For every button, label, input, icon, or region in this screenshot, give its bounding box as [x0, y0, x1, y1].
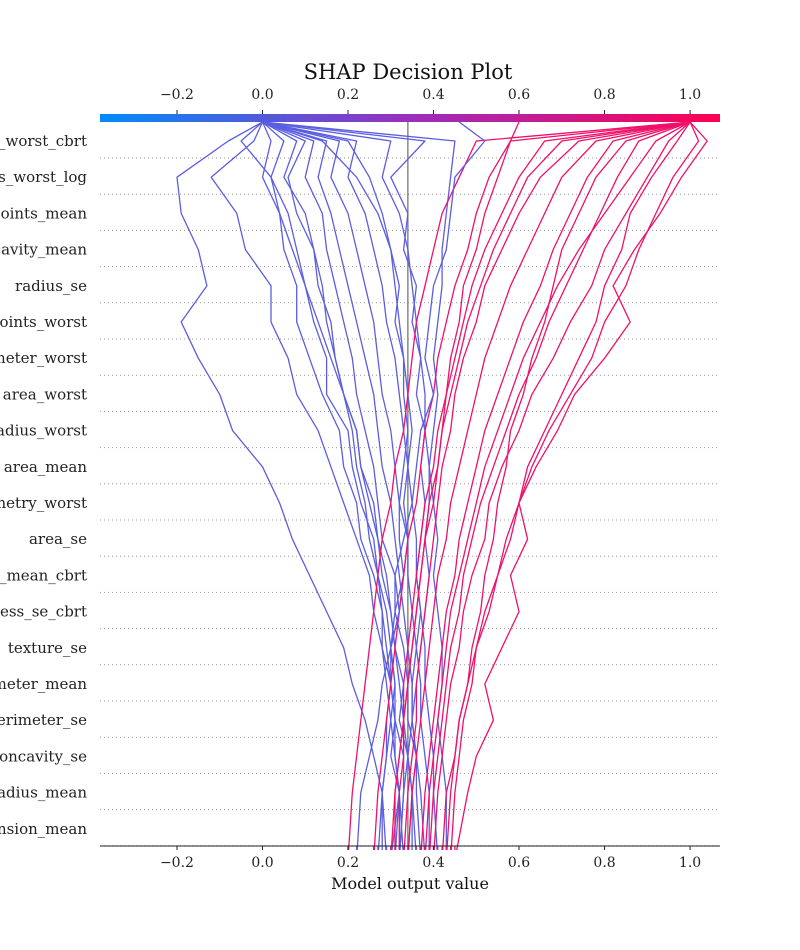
- decision-line: [445, 121, 691, 850]
- bottom-axis-ticks: −0.2 0.0 0.2 0.4 0.6 0.8 1.0: [160, 846, 701, 871]
- decision-line: [262, 121, 447, 850]
- bottom-tick-label: 0.8: [593, 855, 615, 871]
- feature-label: points_mean: [0, 204, 87, 222]
- decision-line: [240, 121, 418, 850]
- feature-label: s_mean_cbrt: [0, 566, 87, 584]
- decision-line: [454, 121, 708, 850]
- decision-line: [428, 121, 691, 850]
- feature-label: radius_se: [15, 277, 87, 295]
- feature-label: texture_se: [8, 639, 87, 657]
- decision-line: [398, 121, 691, 850]
- feature-label: nsion_mean: [0, 820, 87, 838]
- top-axis-ticks: −0.2 0.0 0.2 0.4 0.6 0.8 1.0: [160, 87, 701, 114]
- bottom-tick-label: 0.6: [508, 855, 530, 871]
- feature-label: netry_worst: [0, 494, 87, 512]
- bottom-tick-label: 0.4: [422, 855, 444, 871]
- decision-line: [262, 121, 422, 850]
- x-axis-label: Model output value: [331, 874, 489, 893]
- feature-labels: e_worst_cbrt ss_worst_log points_meancavit…: [0, 132, 87, 838]
- feature-label: ness_se_cbrt: [0, 603, 87, 621]
- decision-line: [355, 121, 486, 850]
- decision-line: [407, 121, 691, 850]
- bottom-tick-label: 1.0: [679, 855, 701, 871]
- decision-line: [432, 121, 691, 850]
- feature-label: area_mean: [4, 458, 87, 476]
- top-tick-label: 0.4: [422, 87, 444, 103]
- feature-label: adius_mean: [0, 784, 87, 802]
- top-tick-label: 0.0: [251, 87, 273, 103]
- feature-label: points_worst: [0, 313, 87, 331]
- decision-lines: [176, 121, 708, 850]
- decision-line: [262, 121, 439, 850]
- feature-label: ss_worst_log: [0, 168, 87, 186]
- top-tick-label: 0.2: [337, 87, 359, 103]
- bottom-tick-label: 0.0: [251, 855, 273, 871]
- feature-label: perimeter_se: [0, 711, 87, 729]
- feature-label: meter_mean: [0, 675, 87, 693]
- decision-line: [262, 121, 405, 850]
- bottom-tick-label: −0.2: [160, 855, 194, 871]
- decision-line: [394, 121, 520, 850]
- chart-title: SHAP Decision Plot: [304, 60, 513, 84]
- decision-line: [449, 121, 691, 850]
- feature-label: meter_worst: [0, 349, 87, 367]
- decision-line: [262, 121, 400, 850]
- decision-line: [420, 121, 691, 850]
- decision-line: [390, 121, 691, 850]
- decision-line: [424, 121, 691, 850]
- feature-label: concavity_se: [0, 747, 87, 765]
- decision-line: [262, 121, 409, 850]
- top-tick-label: 1.0: [679, 87, 701, 103]
- top-tick-label: 0.8: [593, 87, 615, 103]
- decision-line: [176, 121, 388, 850]
- feature-label: area_se: [29, 530, 87, 548]
- decision-line: [210, 121, 405, 850]
- bottom-tick-label: 0.2: [337, 855, 359, 871]
- decision-line: [262, 121, 430, 850]
- decision-line: [402, 121, 691, 850]
- decision-line: [261, 121, 400, 850]
- feature-label: cavity_mean: [0, 241, 87, 259]
- feature-label: e_worst_cbrt: [0, 132, 87, 150]
- colorbar: [100, 114, 720, 122]
- feature-label: adius_worst: [0, 422, 87, 440]
- decision-line: [347, 121, 691, 850]
- decision-line: [262, 121, 413, 850]
- feature-label: area_worst: [3, 385, 87, 403]
- decision-line: [262, 121, 456, 850]
- top-tick-label: −0.2: [160, 87, 194, 103]
- decision-line: [373, 121, 691, 850]
- decision-line: [262, 121, 413, 850]
- top-tick-label: 0.6: [508, 87, 530, 103]
